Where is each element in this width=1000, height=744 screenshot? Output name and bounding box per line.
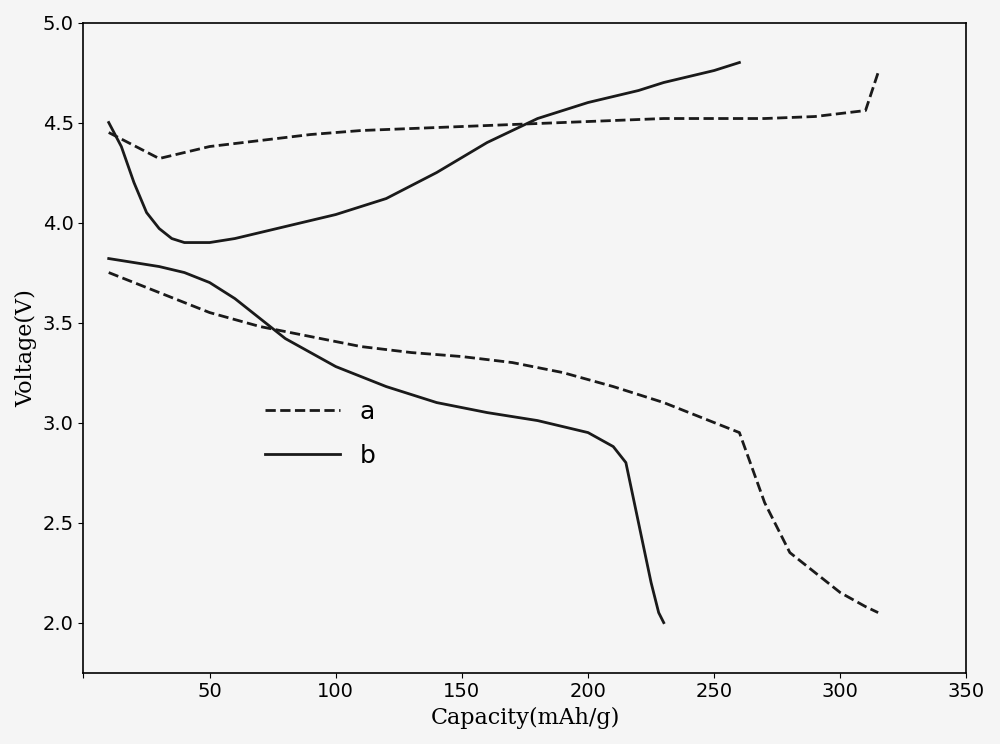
Y-axis label: Voltage(V): Voltage(V) xyxy=(15,289,37,406)
Legend: a, b: a, b xyxy=(255,390,386,478)
X-axis label: Capacity(mAh/g): Capacity(mAh/g) xyxy=(430,707,620,729)
